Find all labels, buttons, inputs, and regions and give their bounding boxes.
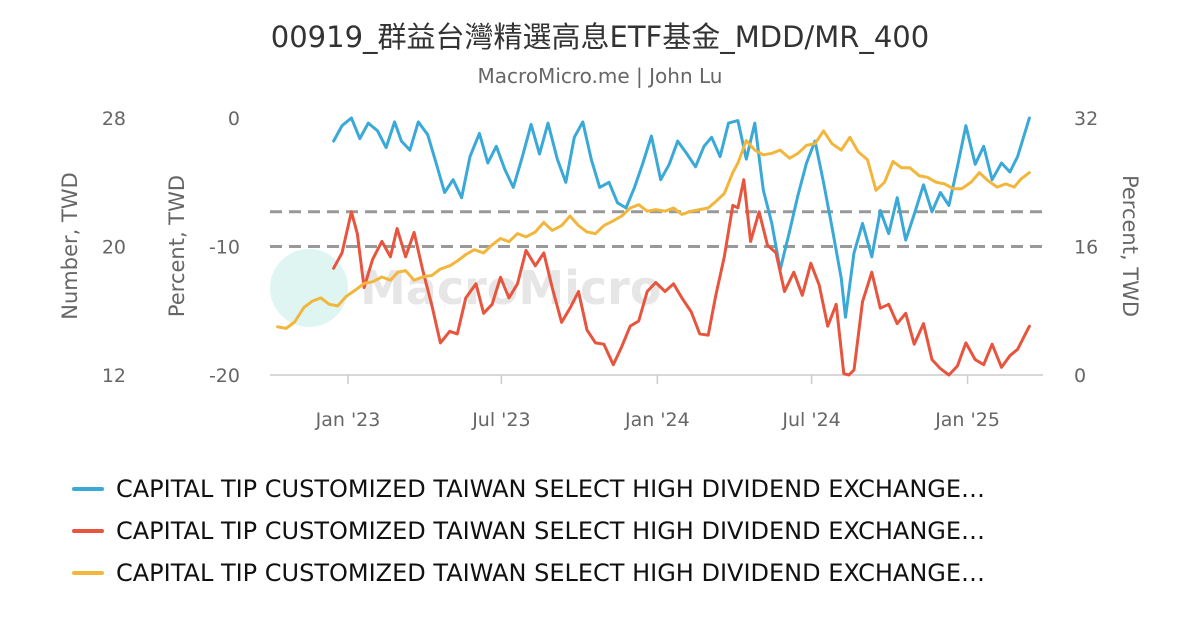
legend-label: CAPITAL TIP CUSTOMIZED TAIWAN SELECT HIG… bbox=[116, 517, 986, 545]
legend-swatch-icon bbox=[72, 487, 104, 491]
left-inner-tick-label: 0 bbox=[228, 108, 240, 130]
right-tick-label: 16 bbox=[1074, 237, 1098, 259]
chart-title: 00919_群益台灣精選高息ETF基金_MDD/MR_400 bbox=[270, 20, 930, 54]
left-outer-tick-label: 12 bbox=[102, 365, 126, 387]
left-inner-axis-title: Percent, TWD bbox=[165, 175, 189, 317]
left-inner-tick-label: -20 bbox=[209, 365, 240, 387]
right-tick-label: 0 bbox=[1074, 365, 1086, 387]
series-line-3 bbox=[276, 129, 1031, 330]
legend-swatch-icon bbox=[72, 571, 104, 575]
series-line-1 bbox=[332, 116, 1031, 319]
x-tick-label: Jul '24 bbox=[781, 409, 840, 431]
legend-item[interactable]: CAPITAL TIP CUSTOMIZED TAIWAN SELECT HIG… bbox=[72, 468, 1172, 510]
x-tick-label: Jan '23 bbox=[315, 409, 381, 431]
watermark-logo-icon bbox=[270, 249, 348, 327]
reference-lines bbox=[270, 210, 1043, 248]
chart-subtitle: MacroMicro.me | John Lu bbox=[477, 64, 723, 88]
left-inner-tick-label: -10 bbox=[209, 237, 240, 259]
left-outer-axis-title: Number, TWD bbox=[58, 172, 82, 319]
right-axis-title: Percent, TWD bbox=[1118, 175, 1142, 317]
legend: CAPITAL TIP CUSTOMIZED TAIWAN SELECT HIG… bbox=[72, 468, 1172, 594]
y-axes: 28 20 12 0 -10 -20 32 16 0 bbox=[102, 108, 1098, 387]
legend-item[interactable]: CAPITAL TIP CUSTOMIZED TAIWAN SELECT HIG… bbox=[72, 552, 1172, 594]
right-tick-label: 32 bbox=[1074, 108, 1098, 130]
x-axis: Jan '23 Jul '23 Jan '24 Jul '24 Jan '25 bbox=[315, 375, 1000, 431]
series-line-2 bbox=[332, 178, 1031, 377]
left-outer-tick-label: 20 bbox=[102, 237, 126, 259]
x-tick-label: Jul '23 bbox=[471, 409, 530, 431]
left-outer-tick-label: 28 bbox=[102, 108, 126, 130]
x-tick-label: Jan '24 bbox=[624, 409, 690, 431]
legend-label: CAPITAL TIP CUSTOMIZED TAIWAN SELECT HIG… bbox=[116, 475, 986, 503]
x-tick-label: Jan '25 bbox=[934, 409, 1000, 431]
series-lines bbox=[276, 116, 1031, 377]
watermark-text: MacroMicro bbox=[360, 261, 661, 315]
legend-label: CAPITAL TIP CUSTOMIZED TAIWAN SELECT HIG… bbox=[116, 559, 986, 587]
watermark: MacroMicro bbox=[270, 249, 661, 327]
legend-swatch-icon bbox=[72, 529, 104, 533]
legend-item[interactable]: CAPITAL TIP CUSTOMIZED TAIWAN SELECT HIG… bbox=[72, 510, 1172, 552]
